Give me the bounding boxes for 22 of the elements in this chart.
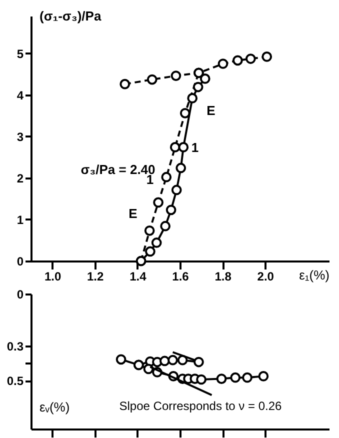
x-tick-label: 1.6 [172, 270, 190, 284]
x-tick-label: 1.2 [87, 270, 104, 284]
y-axis-title: εᵥ(%) [40, 400, 70, 414]
annotation: E [206, 103, 216, 118]
annotation: Slpoe Corresponds to ν = 0.26 [119, 398, 282, 413]
y-tick-label: 2 [16, 171, 24, 186]
x-tick-label: 1.8 [214, 270, 232, 284]
y-tick-label: 4 [16, 88, 24, 102]
y-tick-label: 5 [16, 46, 24, 61]
y-tick-label: 0.5 [6, 374, 24, 388]
x-tick-label: 1.4 [130, 270, 147, 284]
annotation: E [128, 206, 138, 221]
y-tick-label: 1 [16, 212, 24, 227]
x-axis-title: ε₁(%) [299, 268, 330, 282]
y-tick-label: 0.3 [6, 339, 24, 354]
annotation: 1 [191, 140, 199, 155]
x-tick-label: 1.0 [44, 270, 62, 284]
y-tick-label: 3 [16, 130, 24, 144]
x-tick-label: 2.0 [257, 270, 274, 284]
y-tick-label: 0 [16, 254, 24, 268]
y-tick-label: 0 [16, 288, 24, 302]
y-axis-title: (σ₁-σ₃)/Pa [40, 8, 102, 24]
